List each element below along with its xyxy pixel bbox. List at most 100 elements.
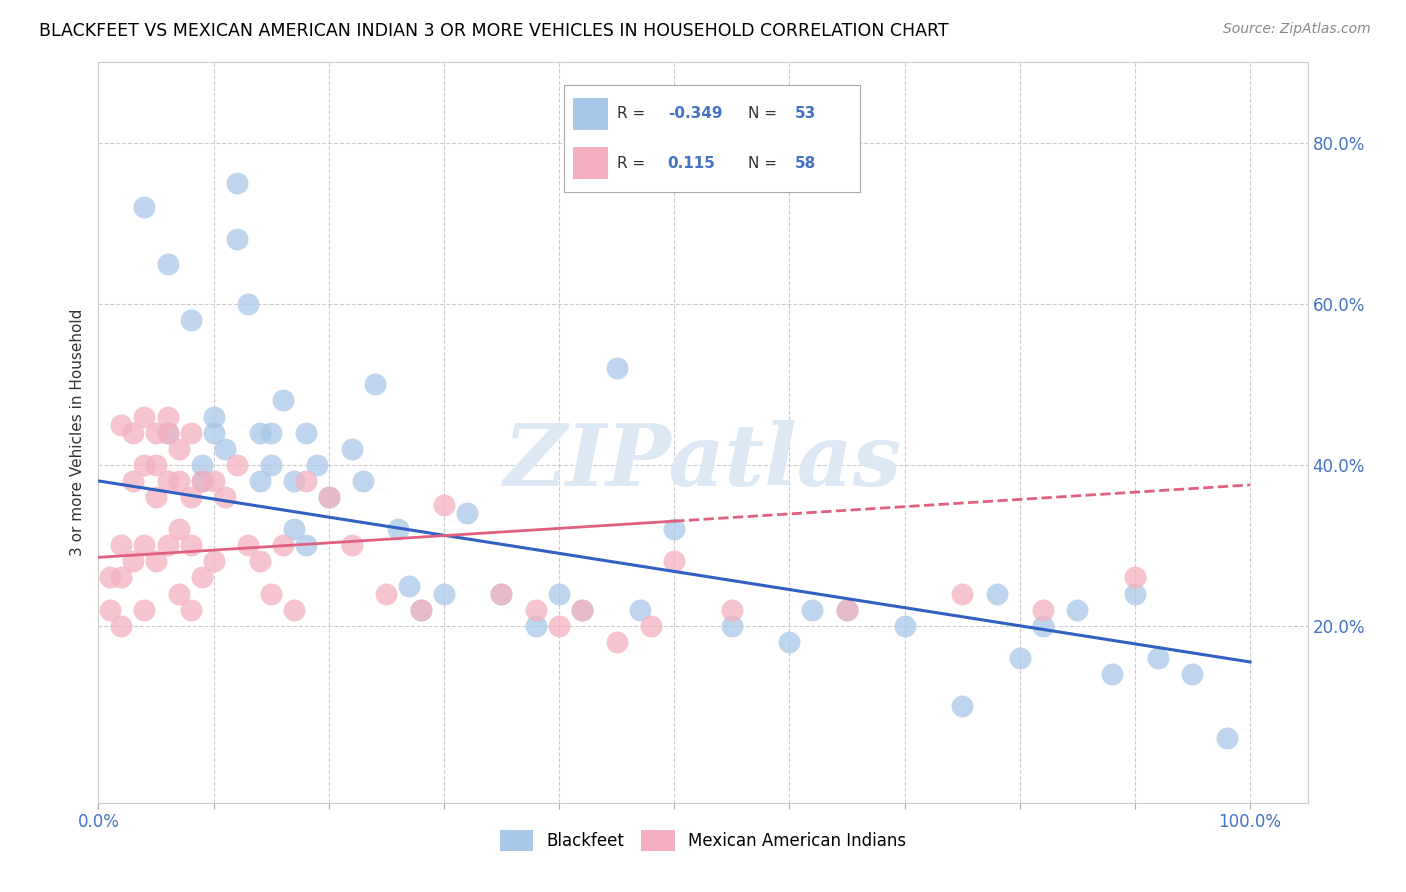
Point — [294, 538, 316, 552]
Point — [318, 490, 340, 504]
Point — [145, 458, 167, 472]
Point — [202, 554, 225, 568]
Point — [134, 200, 156, 214]
Point — [225, 232, 247, 246]
Point — [628, 602, 651, 616]
Point — [409, 602, 432, 616]
Point — [307, 458, 329, 472]
Point — [524, 619, 547, 633]
Point — [606, 635, 628, 649]
Point — [340, 442, 363, 456]
Point — [236, 538, 259, 552]
Point — [236, 297, 259, 311]
Point — [1066, 602, 1088, 616]
Point — [191, 458, 214, 472]
Point — [167, 586, 190, 600]
Point — [202, 425, 225, 440]
Point — [145, 554, 167, 568]
Point — [1008, 651, 1031, 665]
Point — [156, 257, 179, 271]
Point — [664, 554, 686, 568]
Text: Source: ZipAtlas.com: Source: ZipAtlas.com — [1223, 22, 1371, 37]
Point — [167, 522, 190, 536]
Point — [1123, 586, 1146, 600]
Point — [1032, 619, 1054, 633]
Legend: Blackfeet, Mexican American Indians: Blackfeet, Mexican American Indians — [494, 823, 912, 857]
Point — [214, 490, 236, 504]
Point — [98, 602, 121, 616]
Point — [548, 619, 571, 633]
Point — [640, 619, 662, 633]
Point — [134, 458, 156, 472]
Point — [664, 522, 686, 536]
Point — [352, 474, 374, 488]
Point — [835, 602, 858, 616]
Point — [156, 425, 179, 440]
Point — [387, 522, 409, 536]
Point — [398, 578, 420, 592]
Text: BLACKFEET VS MEXICAN AMERICAN INDIAN 3 OR MORE VEHICLES IN HOUSEHOLD CORRELATION: BLACKFEET VS MEXICAN AMERICAN INDIAN 3 O… — [39, 22, 949, 40]
Point — [122, 425, 145, 440]
Point — [893, 619, 915, 633]
Point — [1216, 731, 1239, 746]
Point — [271, 538, 294, 552]
Point — [340, 538, 363, 552]
Point — [180, 538, 202, 552]
Point — [145, 425, 167, 440]
Point — [606, 361, 628, 376]
Point — [134, 538, 156, 552]
Point — [249, 554, 271, 568]
Point — [294, 474, 316, 488]
Point — [364, 377, 387, 392]
Point — [283, 602, 305, 616]
Point — [778, 635, 800, 649]
Point — [1032, 602, 1054, 616]
Point — [180, 425, 202, 440]
Point — [548, 586, 571, 600]
Point — [134, 409, 156, 424]
Point — [191, 474, 214, 488]
Point — [202, 409, 225, 424]
Point — [571, 602, 593, 616]
Point — [271, 393, 294, 408]
Point — [156, 409, 179, 424]
Point — [986, 586, 1008, 600]
Point — [98, 570, 121, 584]
Point — [491, 586, 513, 600]
Point — [1181, 667, 1204, 681]
Point — [524, 602, 547, 616]
Point — [283, 522, 305, 536]
Y-axis label: 3 or more Vehicles in Household: 3 or more Vehicles in Household — [69, 309, 84, 557]
Point — [110, 619, 132, 633]
Text: ZIPatlas: ZIPatlas — [503, 420, 903, 504]
Point — [145, 490, 167, 504]
Point — [110, 570, 132, 584]
Point — [156, 538, 179, 552]
Point — [191, 570, 214, 584]
Point — [801, 602, 824, 616]
Point — [318, 490, 340, 504]
Point — [225, 458, 247, 472]
Point — [260, 425, 283, 440]
Point — [283, 474, 305, 488]
Point — [571, 602, 593, 616]
Point — [122, 474, 145, 488]
Point — [225, 176, 247, 190]
Point — [180, 313, 202, 327]
Point — [156, 474, 179, 488]
Point — [433, 586, 456, 600]
Point — [110, 417, 132, 432]
Point — [950, 699, 973, 714]
Point — [720, 602, 742, 616]
Point — [456, 506, 478, 520]
Point — [191, 474, 214, 488]
Point — [260, 458, 283, 472]
Point — [294, 425, 316, 440]
Point — [110, 538, 132, 552]
Point — [835, 602, 858, 616]
Point — [950, 586, 973, 600]
Point — [249, 474, 271, 488]
Point — [180, 490, 202, 504]
Point — [202, 474, 225, 488]
Point — [214, 442, 236, 456]
